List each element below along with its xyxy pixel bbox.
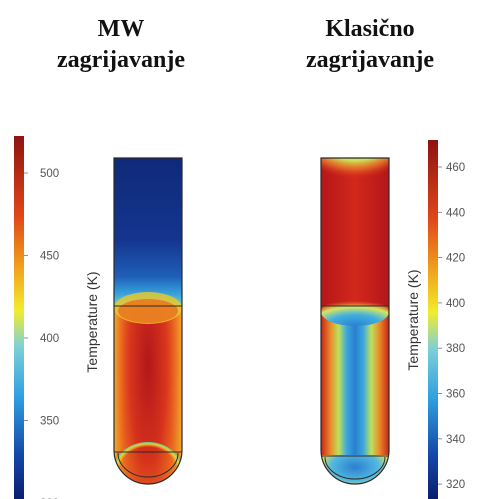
tube-classic [320,157,390,485]
tube-classic-liquid [321,306,389,456]
tube-classic-top-cap [321,158,389,184]
colorbar_right-tick-label: 320 [446,479,465,491]
colorbar_right-tick-label: 380 [446,343,465,355]
title-mw-heating: MW zagrijavanje [12,14,230,76]
title-mw-line1: MW [97,16,145,42]
colorbar_right-tick-label: 440 [446,207,465,219]
colorbar-right-gradient [428,140,438,499]
title-classic-heating: Klasično zagrijavanje [255,14,485,76]
colorbar_left-tick-label: 350 [40,416,59,428]
colorbar-left-ticks: 500450400350300 [24,168,59,499]
tube-mw-bottom-rim [114,442,182,484]
tube-mw [113,157,183,485]
colorbar-left: 500450400350300 [14,136,59,499]
colorbar_right-tick-label: 340 [446,434,465,446]
tube-classic-outline [320,157,390,485]
colorbar_right-tick-label: 420 [446,253,465,265]
colorbar-right: 460 440 420 400 380 360 340 320 [428,140,465,499]
title-mw-line2: zagrijavanje [57,47,185,73]
title-classic-line1: Klasično [325,16,415,42]
colorbar-right-axis-label: Temperature (K) [405,269,421,370]
colorbar_right-tick-label: 360 [446,389,465,401]
colorbar_left-tick-label: 400 [40,333,59,345]
colorbar_left-tick-label: 500 [40,168,59,180]
colorbar_right-tick-label: 460 [446,162,465,174]
tube-mw-outline [113,157,183,485]
colorbar_right-tick-label: 400 [446,298,465,310]
tube-mw-headspace [114,158,182,306]
colorbar_left-tick-label: 450 [40,251,59,263]
colorbar-left-axis-label: Temperature (K) [84,271,100,372]
title-classic-line2: zagrijavanje [306,47,434,73]
tube-classic-meniscus [321,298,389,326]
colorbar-right-ticks: 460 440 420 400 380 360 340 320 [438,162,465,491]
colorbar-left-gradient [14,136,24,499]
